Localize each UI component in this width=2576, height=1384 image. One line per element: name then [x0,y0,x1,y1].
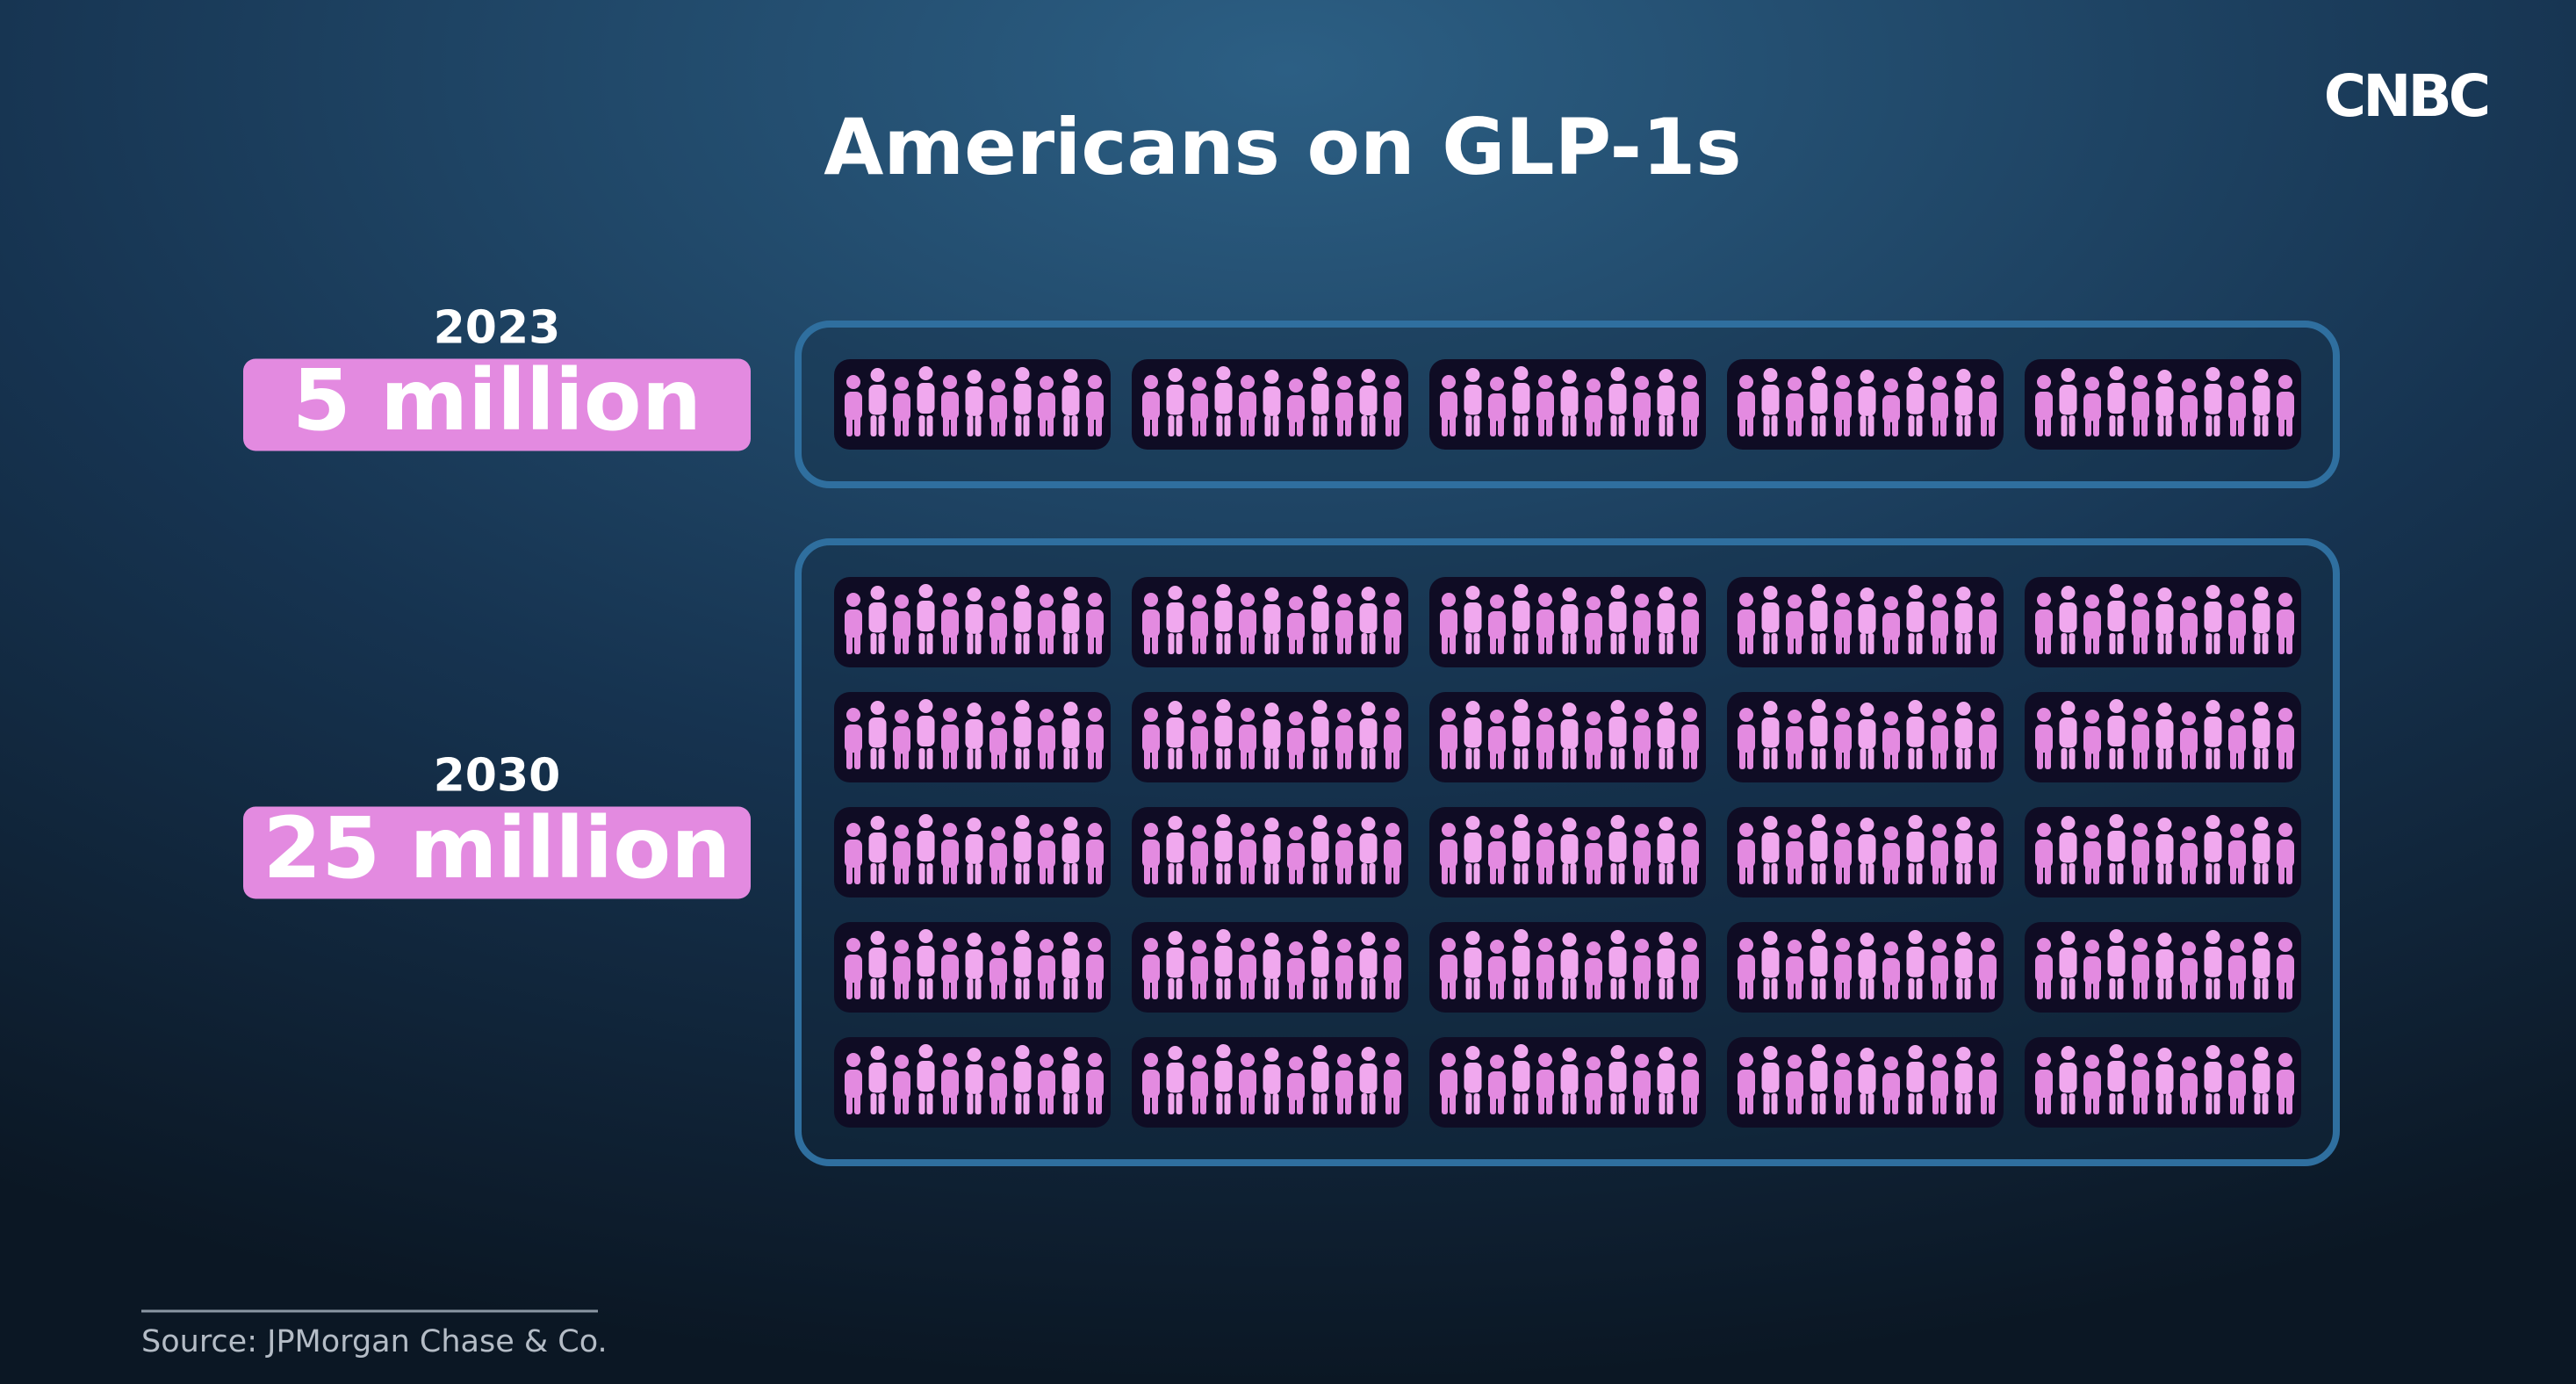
source: Source: JPMorgan Chase & Co. [141,1324,608,1359]
icon-block [1727,1037,2004,1128]
icon-block [1132,577,1408,667]
value-badge [243,358,751,451]
icon-block [1727,692,2004,782]
logo: CNBC [2324,62,2488,130]
icon-block [1429,359,1706,450]
value-label: 25 million [263,799,731,897]
icon-block [1429,922,1706,1013]
icon-block [1727,577,2004,667]
icon-block [2025,807,2301,897]
icon-block [834,1037,1111,1128]
icon-block [1727,807,2004,897]
chart-title: Americans on GLP-1s [824,102,1741,192]
icon-block [1132,922,1408,1013]
icon-block [1132,692,1408,782]
icon-block [2025,692,2301,782]
icon-block [834,692,1111,782]
icon-block [834,807,1111,897]
icon-block [1429,577,1706,667]
icon-block [1429,692,1706,782]
icon-block [2025,577,2301,667]
icon-block [1132,807,1408,897]
icon-block [1727,359,2004,450]
icon-block [1429,1037,1706,1128]
icon-block [1132,1037,1408,1128]
icon-block [1132,359,1408,450]
icon-block [1429,807,1706,897]
value-label: 5 million [292,351,702,450]
icon-block [2025,922,2301,1013]
category-label: 2023 [434,302,561,355]
category-label: 2030 [434,750,561,803]
icon-block [2025,359,2301,450]
icon-block [834,359,1111,450]
value-badge [243,806,751,899]
icon-block [834,922,1111,1013]
icon-block [1727,922,2004,1013]
icon-block [2025,1037,2301,1128]
icon-block [834,577,1111,667]
